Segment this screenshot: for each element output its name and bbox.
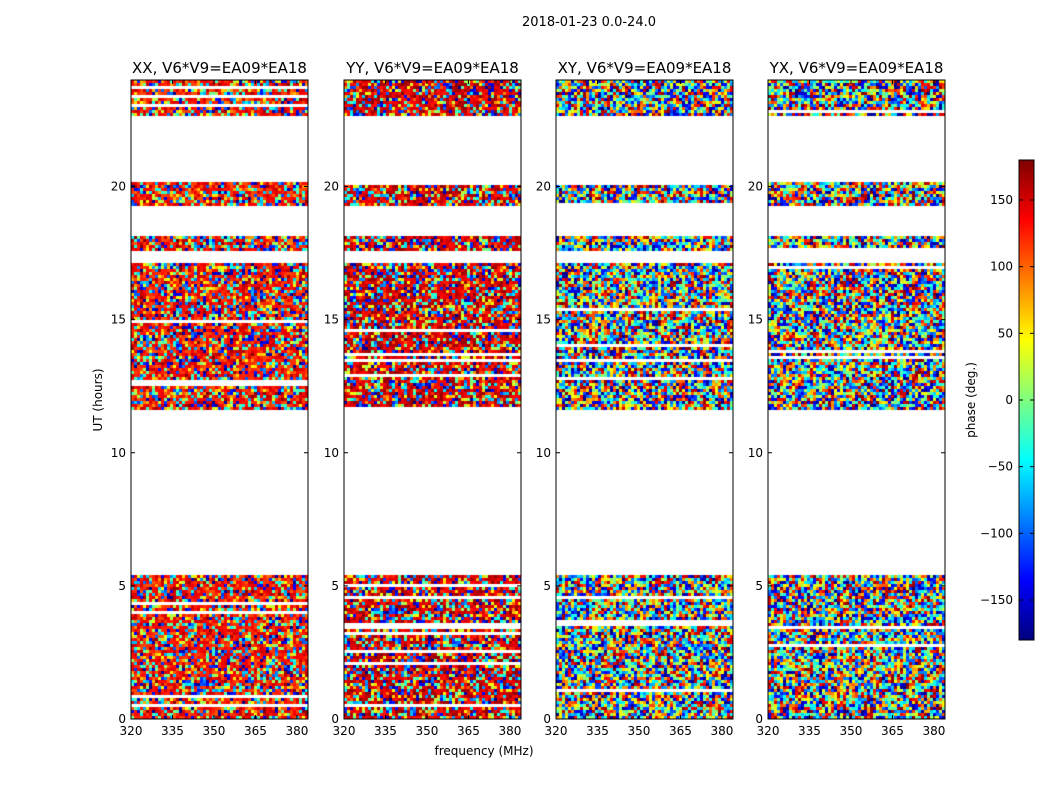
colorbar: phase (deg.) 150 100 50 0 −50 −100 −150 <box>964 159 1035 641</box>
y-tick-label: 10 <box>748 446 763 460</box>
x-tick-label: 365 <box>881 724 904 738</box>
panel-frame <box>555 79 734 720</box>
figure-title: 2018-01-23 0.0-24.0 <box>522 15 656 30</box>
panel-xy: XY, V6*V9=EA09*EA18 320 335 350 365 380 0 5 10 15… <box>536 59 734 738</box>
x-tick-label: 335 <box>798 724 821 738</box>
x-tick-label: 365 <box>669 724 692 738</box>
x-tick-label: 380 <box>285 724 308 738</box>
y-tick-label: 15 <box>536 313 551 327</box>
x-axis-label: frequency (MHz) <box>434 744 533 758</box>
x-tick-label: 320 <box>120 724 143 738</box>
panel-title: XX, V6*V9=EA09*EA18 <box>132 59 307 77</box>
colorbar-label: phase (deg.) <box>964 362 978 438</box>
y-tick-label: 20 <box>748 180 763 194</box>
x-tick-label: 380 <box>710 724 733 738</box>
panel-xx: XX, V6*V9=EA09*EA18 320 335 350 365 380 0 5 10 15… <box>111 59 309 738</box>
panel-yx: YX, V6*V9=EA09*EA18 320 335 350 365 380 0 5 10 15… <box>748 59 946 738</box>
y-tick-label: 0 <box>543 712 551 726</box>
y-tick-label: 0 <box>118 712 126 726</box>
panel-title: YX, V6*V9=EA09*EA18 <box>769 59 944 77</box>
panel-frame <box>767 79 946 720</box>
x-tick-label: 350 <box>840 724 863 738</box>
heatmap-canvas <box>131 80 308 719</box>
y-tick-label: 0 <box>331 712 339 726</box>
y-tick-label: 0 <box>755 712 763 726</box>
x-tick-label: 365 <box>244 724 267 738</box>
heatmap-canvas <box>556 80 733 719</box>
y-tick-label: 5 <box>331 579 339 593</box>
panel-yx-heatmap <box>768 80 945 719</box>
y-tick-label: 15 <box>748 313 763 327</box>
x-tick-label: 350 <box>203 724 226 738</box>
x-tick-label: 350 <box>628 724 651 738</box>
y-tick-label: 5 <box>755 579 763 593</box>
colorbar-tick-label: −100 <box>980 526 1013 540</box>
y-axis-label: UT (hours) <box>91 368 105 431</box>
y-tick-label: 10 <box>536 446 551 460</box>
panel-title: XY, V6*V9=EA09*EA18 <box>558 59 732 77</box>
y-tick-label: 10 <box>324 446 339 460</box>
y-tick-label: 15 <box>324 313 339 327</box>
y-tick-label: 10 <box>111 446 126 460</box>
panel-yy-heatmap <box>344 80 521 719</box>
y-tick-label: 20 <box>324 180 339 194</box>
x-tick-label: 335 <box>161 724 184 738</box>
x-tick-label: 320 <box>333 724 356 738</box>
panel-xy-heatmap <box>556 80 733 719</box>
x-tick-label: 320 <box>545 724 568 738</box>
x-tick-label: 380 <box>922 724 945 738</box>
colorbar-tick-label: −150 <box>980 593 1013 607</box>
x-tick-label: 335 <box>374 724 397 738</box>
colorbar-tick-label: 150 <box>990 193 1013 207</box>
y-tick-label: 20 <box>536 180 551 194</box>
colorbar-tick-label: −50 <box>988 460 1013 474</box>
panel-frame <box>343 79 522 720</box>
y-tick-label: 5 <box>118 579 126 593</box>
panel-yy: YY, V6*V9=EA09*EA18 320 335 350 365 380 0 5 10 15… <box>324 59 522 738</box>
heatmap-canvas <box>344 80 521 719</box>
colorbar-tick-label: 50 <box>998 326 1013 340</box>
colorbar-tick-label: 100 <box>990 260 1013 274</box>
panel-xx-heatmap <box>131 80 308 719</box>
colorbar-tick-label: 0 <box>1005 393 1013 407</box>
heatmap-canvas <box>768 80 945 719</box>
x-tick-label: 350 <box>416 724 439 738</box>
y-tick-label: 15 <box>111 313 126 327</box>
x-tick-label: 365 <box>457 724 480 738</box>
x-tick-label: 335 <box>586 724 609 738</box>
panel-title: YY, V6*V9=EA09*EA18 <box>345 59 519 77</box>
y-tick-label: 5 <box>543 579 551 593</box>
x-tick-label: 320 <box>757 724 780 738</box>
panels-group: XX, V6*V9=EA09*EA18 320 335 350 365 380 0 5 10 15… <box>111 59 946 738</box>
x-tick-label: 380 <box>498 724 521 738</box>
y-tick-label: 20 <box>111 180 126 194</box>
panel-frame <box>130 79 309 720</box>
